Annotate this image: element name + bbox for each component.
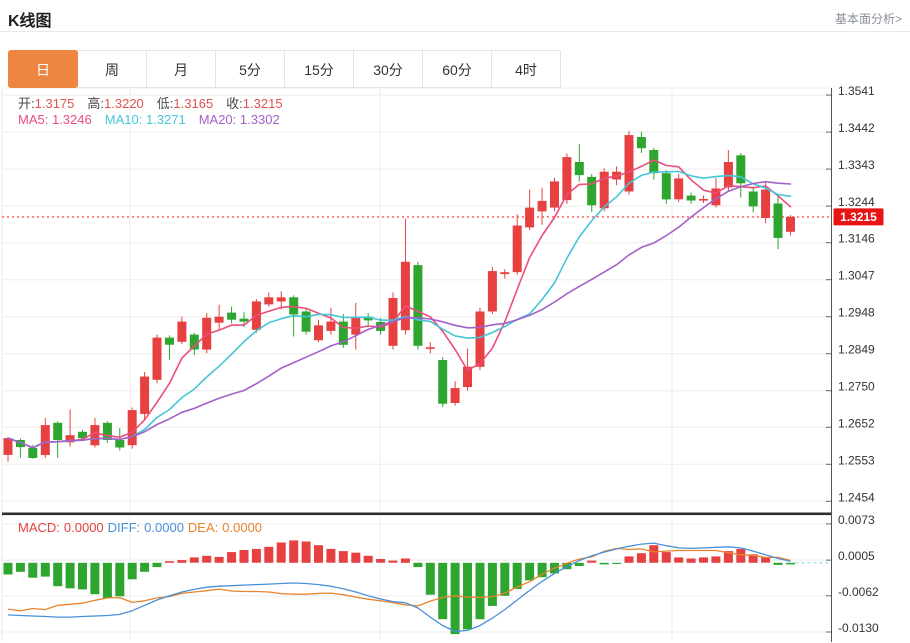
macd-value: 0.0000: [63, 520, 104, 535]
macd-histogram: [3, 540, 795, 635]
ma20-label: MA20:: [198, 112, 237, 127]
svg-text:1.3047: 1.3047: [838, 269, 875, 283]
ma20-line: [7, 180, 792, 449]
svg-text:1.2948: 1.2948: [838, 306, 875, 320]
ma5-label: MA5:: [18, 112, 49, 127]
svg-text:1.2652: 1.2652: [838, 416, 875, 430]
svg-text:0.0005: 0.0005: [838, 549, 875, 563]
tab-interval-0[interactable]: 日: [8, 50, 78, 88]
tab-interval-7[interactable]: 4时: [491, 50, 561, 88]
dea-value: 0.0000: [222, 520, 263, 535]
interval-tabs: 日周月 5分 15分 30分 60分 4时: [8, 50, 561, 88]
diff-label: DIFF:: [107, 520, 141, 535]
macd-label: MACD:: [18, 520, 60, 535]
tab-interval-1[interactable]: 周: [77, 50, 147, 88]
open-value: 1.3175: [34, 96, 75, 111]
svg-text:-0.0130: -0.0130: [838, 621, 879, 635]
diff-line: [7, 542, 791, 633]
page-title: K线图: [8, 13, 52, 30]
ma10-line: [7, 170, 792, 449]
header-divider: [0, 31, 910, 32]
high-label: 高:: [87, 96, 105, 111]
tab-interval-3[interactable]: 5分: [215, 50, 285, 88]
tab-interval-6[interactable]: 60分: [422, 50, 492, 88]
close-label: 收:: [226, 96, 243, 111]
panel-separator: [2, 512, 831, 516]
svg-text:-0.0062: -0.0062: [838, 585, 879, 599]
price-axis: 1.3541 1.3442 1.3343 1.3244 1.3146 1.3047 1.29…: [826, 84, 875, 642]
high-value: 1.3220: [104, 96, 144, 111]
tab-interval-5[interactable]: 30分: [353, 50, 423, 88]
candles: [3, 131, 795, 462]
ma10-label: MA10:: [104, 112, 143, 127]
svg-text:1.2553: 1.2553: [838, 453, 875, 467]
svg-text:1.3442: 1.3442: [838, 121, 875, 135]
svg-text:1.3215: 1.3215: [840, 210, 877, 224]
low-label: 低:: [156, 96, 174, 111]
open-label: 开:: [18, 96, 35, 111]
svg-text:1.2454: 1.2454: [838, 490, 875, 504]
svg-text:1.3343: 1.3343: [838, 158, 875, 172]
macd-overlay: MACD: 0.0000 DIFF: 0.0000 DEA: 0.0000: [18, 520, 266, 535]
svg-text:0.0073: 0.0073: [838, 513, 875, 527]
ma10-value: 1.3271: [145, 112, 186, 127]
low-value: 1.3165: [173, 96, 214, 111]
ma5-line: [7, 159, 792, 449]
ma-overlay: MA5: 1.3246 MA10: 1.3271 MA20: 1.3302: [18, 112, 293, 127]
macd-axis: 0.0073 0.0005 -0.0062 -0.0130: [826, 513, 879, 635]
dea-line: [7, 547, 791, 612]
svg-text:1.3541: 1.3541: [838, 84, 875, 98]
ohlc-overlay: 开:1.3175 高:1.3220 低:1.3165 收:1.3215: [18, 93, 296, 112]
ma20-value: 1.3302: [239, 112, 280, 127]
diff-value: 0.0000: [144, 520, 184, 535]
current-price-tag: 1.3215: [833, 208, 884, 226]
fundamental-analysis-link[interactable]: 基本面分析>: [834, 12, 902, 26]
close-value: 1.3215: [242, 96, 283, 111]
tab-interval-4[interactable]: 15分: [284, 50, 354, 88]
ma5-value: 1.3246: [51, 112, 92, 127]
tab-interval-2[interactable]: 月: [146, 50, 216, 88]
dea-label: DEA:: [187, 520, 219, 535]
svg-text:1.3146: 1.3146: [838, 232, 875, 246]
svg-text:1.2750: 1.2750: [838, 380, 875, 394]
svg-text:1.2849: 1.2849: [838, 343, 875, 357]
svg-text:1.3244: 1.3244: [838, 195, 875, 209]
